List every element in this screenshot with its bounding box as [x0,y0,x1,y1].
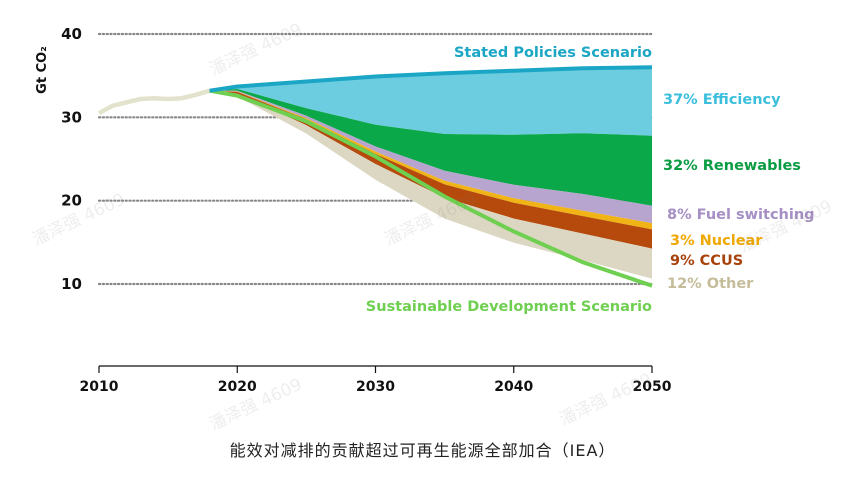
area-fuel-switching [209,90,652,224]
area-renewables [209,89,652,206]
area-nuclear [209,90,652,230]
historical-emissions-line [97,88,211,116]
y-tick-label-40: 40 [61,25,82,43]
area-other [209,90,652,279]
series-label-renewables: 32% Renewables [663,158,801,174]
stated-policies-label: Stated Policies Scenario [454,45,652,61]
series-label-ccus: 9% CCUS [670,253,743,269]
sustainable-development-label: Sustainable Development Scenario [366,299,652,315]
x-tick-label-2030: 2030 [356,379,395,395]
series-label-other: 12% Other [667,276,754,292]
y-tick-label-20: 20 [61,192,82,210]
y-tick-label-30: 30 [61,108,82,126]
series-label-fuel-switching: 8% Fuel switching [667,207,815,223]
area-efficiency [209,67,652,136]
y-axis-label: Gt CO₂ [35,46,50,94]
x-tick-label-2040: 2040 [494,379,533,395]
x-tick-label-2020: 2020 [218,379,257,395]
series-label-nuclear: 3% Nuclear [670,233,763,249]
sustainable-development-line [209,88,653,288]
series-label-efficiency: 37% Efficiency [663,92,781,108]
stated-policies-line [209,65,653,93]
y-tick-label-10: 10 [61,275,82,293]
x-tick-label-2010: 2010 [80,379,119,395]
x-tick-label-2050: 2050 [633,379,672,395]
chart-caption: 能效对减排的贡献超过可再生能源全部加合（IEA） [229,441,616,460]
